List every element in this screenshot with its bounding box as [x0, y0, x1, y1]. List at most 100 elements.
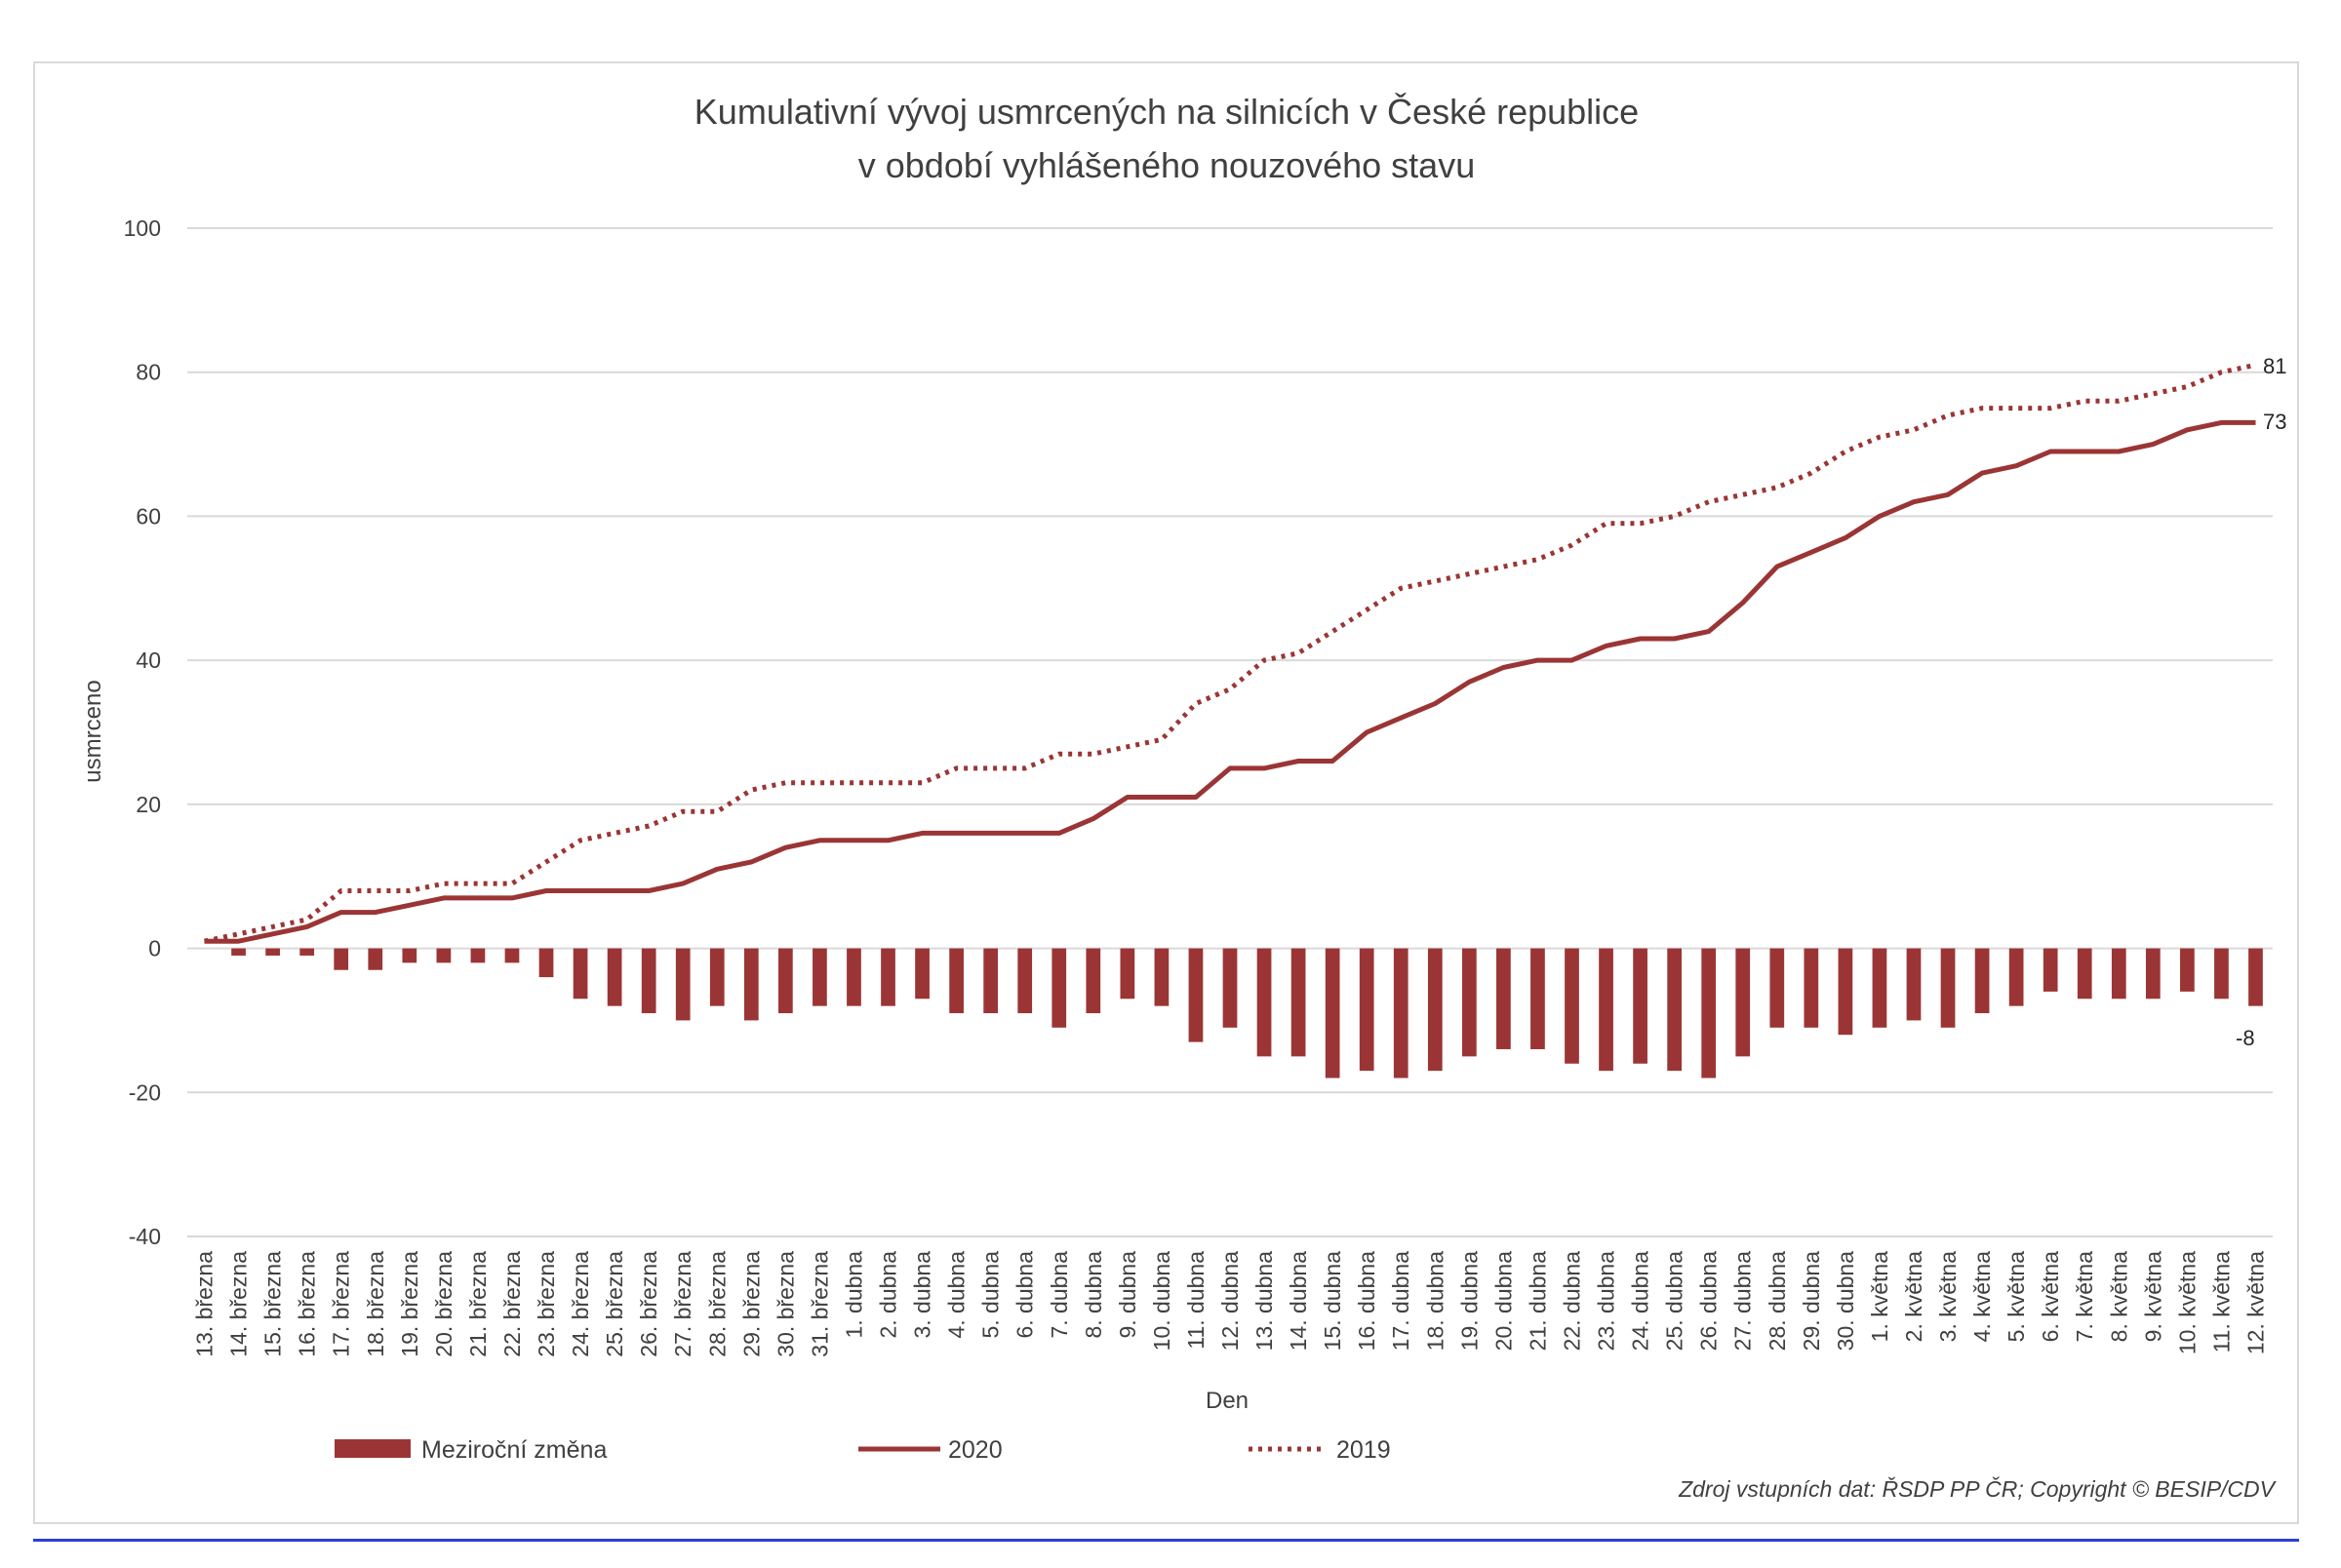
- bar-mezirocni-zmena: [1393, 948, 1409, 1078]
- x-tick-label: 19. března: [397, 1251, 422, 1357]
- bar-mezirocni-zmena: [1633, 948, 1647, 1064]
- x-tick-label: 26. března: [636, 1251, 661, 1357]
- bar-mezirocni-zmena: [1222, 948, 1238, 1028]
- x-tick-label: 8. dubna: [1081, 1251, 1106, 1339]
- bar-mezirocni-zmena: [538, 948, 554, 978]
- bar-mezirocni-zmena: [1974, 948, 1990, 1014]
- y-tick-label: 20: [136, 792, 161, 817]
- x-tick-label: 18. dubna: [1422, 1251, 1448, 1352]
- x-tick-label: 2. května: [1901, 1251, 1926, 1343]
- bar-mezirocni-zmena: [1667, 948, 1682, 1072]
- line-series-2020: [204, 419, 2256, 944]
- bar-mezirocni-zmena: [1940, 948, 1956, 1028]
- x-tick-label: 9. dubna: [1115, 1251, 1140, 1339]
- bar-mezirocni-zmena: [1051, 948, 1067, 1028]
- y-tick-label: 40: [136, 647, 161, 673]
- bar-mezirocni-zmena: [504, 948, 520, 963]
- bar-mezirocni-zmena: [470, 948, 486, 963]
- bar-mezirocni-zmena: [1872, 948, 1887, 1028]
- x-tick-label: 3. dubna: [910, 1251, 935, 1339]
- x-tick-label: 3. května: [1935, 1251, 1961, 1343]
- bar-mezirocni-zmena: [949, 948, 964, 1014]
- end-label-2020: 73: [2263, 410, 2286, 434]
- x-tick-label: 29. března: [738, 1251, 764, 1357]
- end-label-2019: 81: [2263, 354, 2286, 378]
- bar-mezirocni-zmena: [265, 948, 280, 956]
- bar-mezirocni-zmena: [847, 948, 861, 1006]
- legend: Meziroční změna 2020 2019: [335, 1436, 1391, 1464]
- chart-title-line-2: v období vyhlášeného nouzového stavu: [858, 145, 1475, 185]
- bar-mezirocni-zmena: [1838, 948, 1853, 1036]
- bar-mezirocni-zmena: [675, 948, 691, 1021]
- x-tick-label: 23. dubna: [1594, 1251, 1619, 1352]
- x-tick-label: 20. března: [431, 1251, 456, 1357]
- x-tick-label: 22. dubna: [1560, 1251, 1585, 1352]
- chart-frame: [33, 61, 2299, 1524]
- x-tick-label: 4. května: [1969, 1251, 1995, 1343]
- bar-mezirocni-zmena: [231, 948, 246, 956]
- x-tick-label: 28. března: [704, 1251, 730, 1357]
- line-series-layer: [203, 362, 2257, 944]
- gridlines: [187, 227, 2273, 1237]
- x-tick-label: 25. března: [602, 1251, 627, 1357]
- x-tick-label: 16. března: [295, 1251, 320, 1357]
- bar-mezirocni-zmena: [2214, 948, 2229, 1000]
- x-tick-label: 18. března: [363, 1251, 388, 1357]
- bar-mezirocni-zmena: [1530, 948, 1545, 1049]
- bar-mezirocni-zmena: [2145, 948, 2161, 1000]
- x-tick-label: 15. dubna: [1320, 1251, 1345, 1352]
- x-tick-label: 16. dubna: [1354, 1251, 1379, 1352]
- bottom-rule: [33, 1539, 2299, 1542]
- x-tick-label: 9. května: [2140, 1251, 2165, 1343]
- legend-label-2019: 2019: [1336, 1436, 1391, 1464]
- x-tick-label: 12. května: [2243, 1251, 2269, 1354]
- bar-mezirocni-zmena: [2043, 948, 2058, 992]
- bar-mezirocni-zmena: [1701, 948, 1717, 1078]
- x-tick-label: 15. března: [260, 1251, 286, 1357]
- bar-mezirocni-zmena: [368, 948, 383, 970]
- x-tick-label: 8. května: [2106, 1251, 2131, 1343]
- bar-mezirocni-zmena: [1017, 948, 1033, 1014]
- y-tick-label: 100: [124, 216, 161, 241]
- source-note: Zdroj vstupních dat: ŘSDP PP ČR; Copyrig…: [1678, 1475, 2278, 1502]
- bar-mezirocni-zmena: [1735, 948, 1751, 1057]
- x-tick-label: 4. dubna: [944, 1251, 970, 1339]
- bar-mezirocni-zmena: [1496, 948, 1511, 1049]
- bar-mezirocni-zmena: [2111, 948, 2126, 1000]
- x-tick-label: 29. dubna: [1799, 1251, 1824, 1352]
- bar-mezirocni-zmena: [983, 948, 999, 1014]
- x-tick-label: 2. dubna: [876, 1251, 901, 1339]
- bar-mezirocni-zmena: [915, 948, 930, 1000]
- y-axis-ticks: -40 -20 0 20 40 60 80 100: [124, 216, 161, 1249]
- y-tick-label: 80: [136, 360, 161, 385]
- bar-mezirocni-zmena: [2008, 948, 2024, 1006]
- line-series-2019: [203, 362, 2257, 944]
- x-tick-label: 7. dubna: [1047, 1251, 1072, 1339]
- x-axis-ticks: 13. března 14. března 15. března 16. března…: [192, 1251, 2269, 1357]
- y-tick-label: -40: [129, 1224, 161, 1249]
- x-tick-label: 19. dubna: [1456, 1251, 1482, 1352]
- x-tick-label: 21. dubna: [1525, 1251, 1550, 1352]
- chart-title-line-1: Kumulativní vývoj usmrcených na silnicíc…: [694, 92, 1639, 132]
- x-tick-label: 14. března: [226, 1251, 252, 1357]
- bar-mezirocni-zmena: [299, 948, 315, 956]
- bar-mezirocni-zmena: [641, 948, 656, 1014]
- x-tick-label: 30. března: [773, 1251, 798, 1357]
- x-tick-label: 11. dubna: [1183, 1251, 1209, 1350]
- x-tick-label: 26. dubna: [1696, 1251, 1722, 1352]
- x-tick-label: 23. března: [534, 1251, 559, 1357]
- bar-mezirocni-zmena: [1290, 948, 1306, 1057]
- bar-mezirocni-zmena: [881, 948, 895, 1006]
- bar-mezirocni-zmena: [1427, 948, 1443, 1072]
- x-tick-label: 10. května: [2174, 1251, 2200, 1354]
- x-tick-label: 17. dubna: [1388, 1251, 1413, 1352]
- legend-label-mezirocni-zmena: Meziroční změna: [421, 1436, 607, 1464]
- x-tick-label: 24. dubna: [1628, 1251, 1653, 1352]
- bar-mezirocni-zmena: [1804, 948, 1819, 1028]
- bar-mezirocni-zmena: [2180, 948, 2195, 992]
- bar-mezirocni-zmena: [1769, 948, 1785, 1028]
- bar-mezirocni-zmena: [1086, 948, 1101, 1014]
- x-tick-label: 5. dubna: [978, 1251, 1004, 1339]
- y-axis-title: usmrceno: [80, 680, 106, 782]
- bar-mezirocni-zmena: [1461, 948, 1477, 1057]
